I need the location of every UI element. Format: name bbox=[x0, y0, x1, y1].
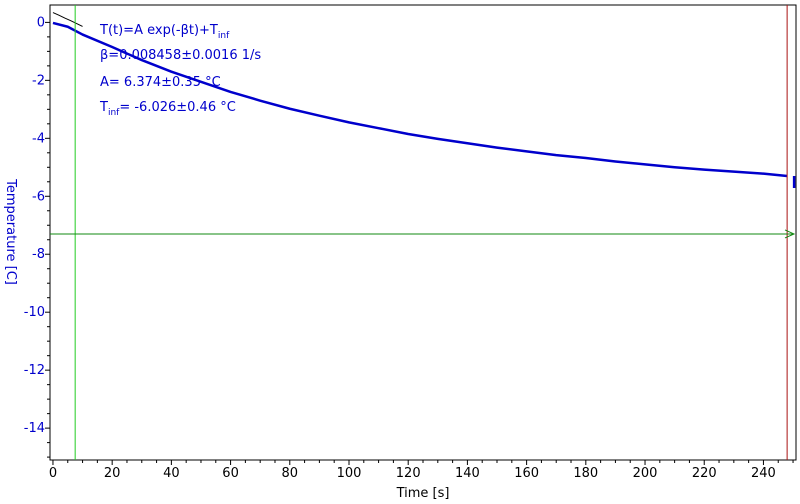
y-tick-label: -12 bbox=[24, 363, 45, 378]
x-tick-label: 200 bbox=[633, 466, 658, 481]
y-tick-label: -8 bbox=[32, 247, 45, 262]
x-tick-label: 240 bbox=[751, 466, 776, 481]
y-tick-label: 0 bbox=[37, 15, 45, 30]
y-tick-label: -14 bbox=[24, 421, 45, 436]
y-tick-label: -10 bbox=[24, 305, 45, 320]
temperature-series-line bbox=[52, 21, 788, 178]
asymptote-arrow-icon bbox=[784, 229, 796, 239]
x-tick-label: 60 bbox=[222, 466, 239, 481]
series-layer bbox=[52, 21, 796, 188]
x-tick-label: 80 bbox=[282, 466, 299, 481]
amplitude-annotation: A= 6.374±0.35 °C bbox=[100, 75, 221, 90]
x-tick-label: 40 bbox=[163, 466, 180, 481]
x-tick-label: 140 bbox=[455, 466, 480, 481]
x-tick-label: 100 bbox=[337, 466, 362, 481]
beta-annotation: β=0.008458±0.0016 1/s bbox=[100, 48, 261, 63]
y-tick-label: -6 bbox=[32, 189, 45, 204]
x-axis: 0 20 40 60 80 100 120 140 160 180 200 220 240 bbox=[49, 460, 794, 481]
x-axis-title: Time [s] bbox=[396, 486, 450, 501]
x-tick-label: 20 bbox=[104, 466, 121, 481]
x-tick-label: 0 bbox=[49, 466, 57, 481]
x-tick-label: 180 bbox=[573, 466, 598, 481]
x-tick-label: 220 bbox=[692, 466, 717, 481]
tinf-annotation: Tinf= -6.026±0.46 °C bbox=[99, 100, 236, 118]
y-tick-label: -4 bbox=[32, 131, 45, 146]
fit-curve bbox=[52, 12, 83, 27]
marker-layer bbox=[50, 5, 796, 460]
y-axis: 0 -2 -4 -6 -8 -10 -12 -14 bbox=[24, 15, 50, 458]
fit-curve-layer bbox=[52, 12, 83, 27]
x-tick-label: 160 bbox=[514, 466, 539, 481]
y-axis-title: Temperature [C] bbox=[3, 178, 18, 285]
plot-frame bbox=[49, 4, 797, 461]
fit-annotation: T(t)=A exp(-βt)+Tinf β=0.008458±0.0016 1… bbox=[99, 23, 261, 118]
x-tick-label: 120 bbox=[396, 466, 421, 481]
formula-annotation: T(t)=A exp(-βt)+Tinf bbox=[99, 23, 230, 41]
y-tick-label: -2 bbox=[32, 73, 45, 88]
